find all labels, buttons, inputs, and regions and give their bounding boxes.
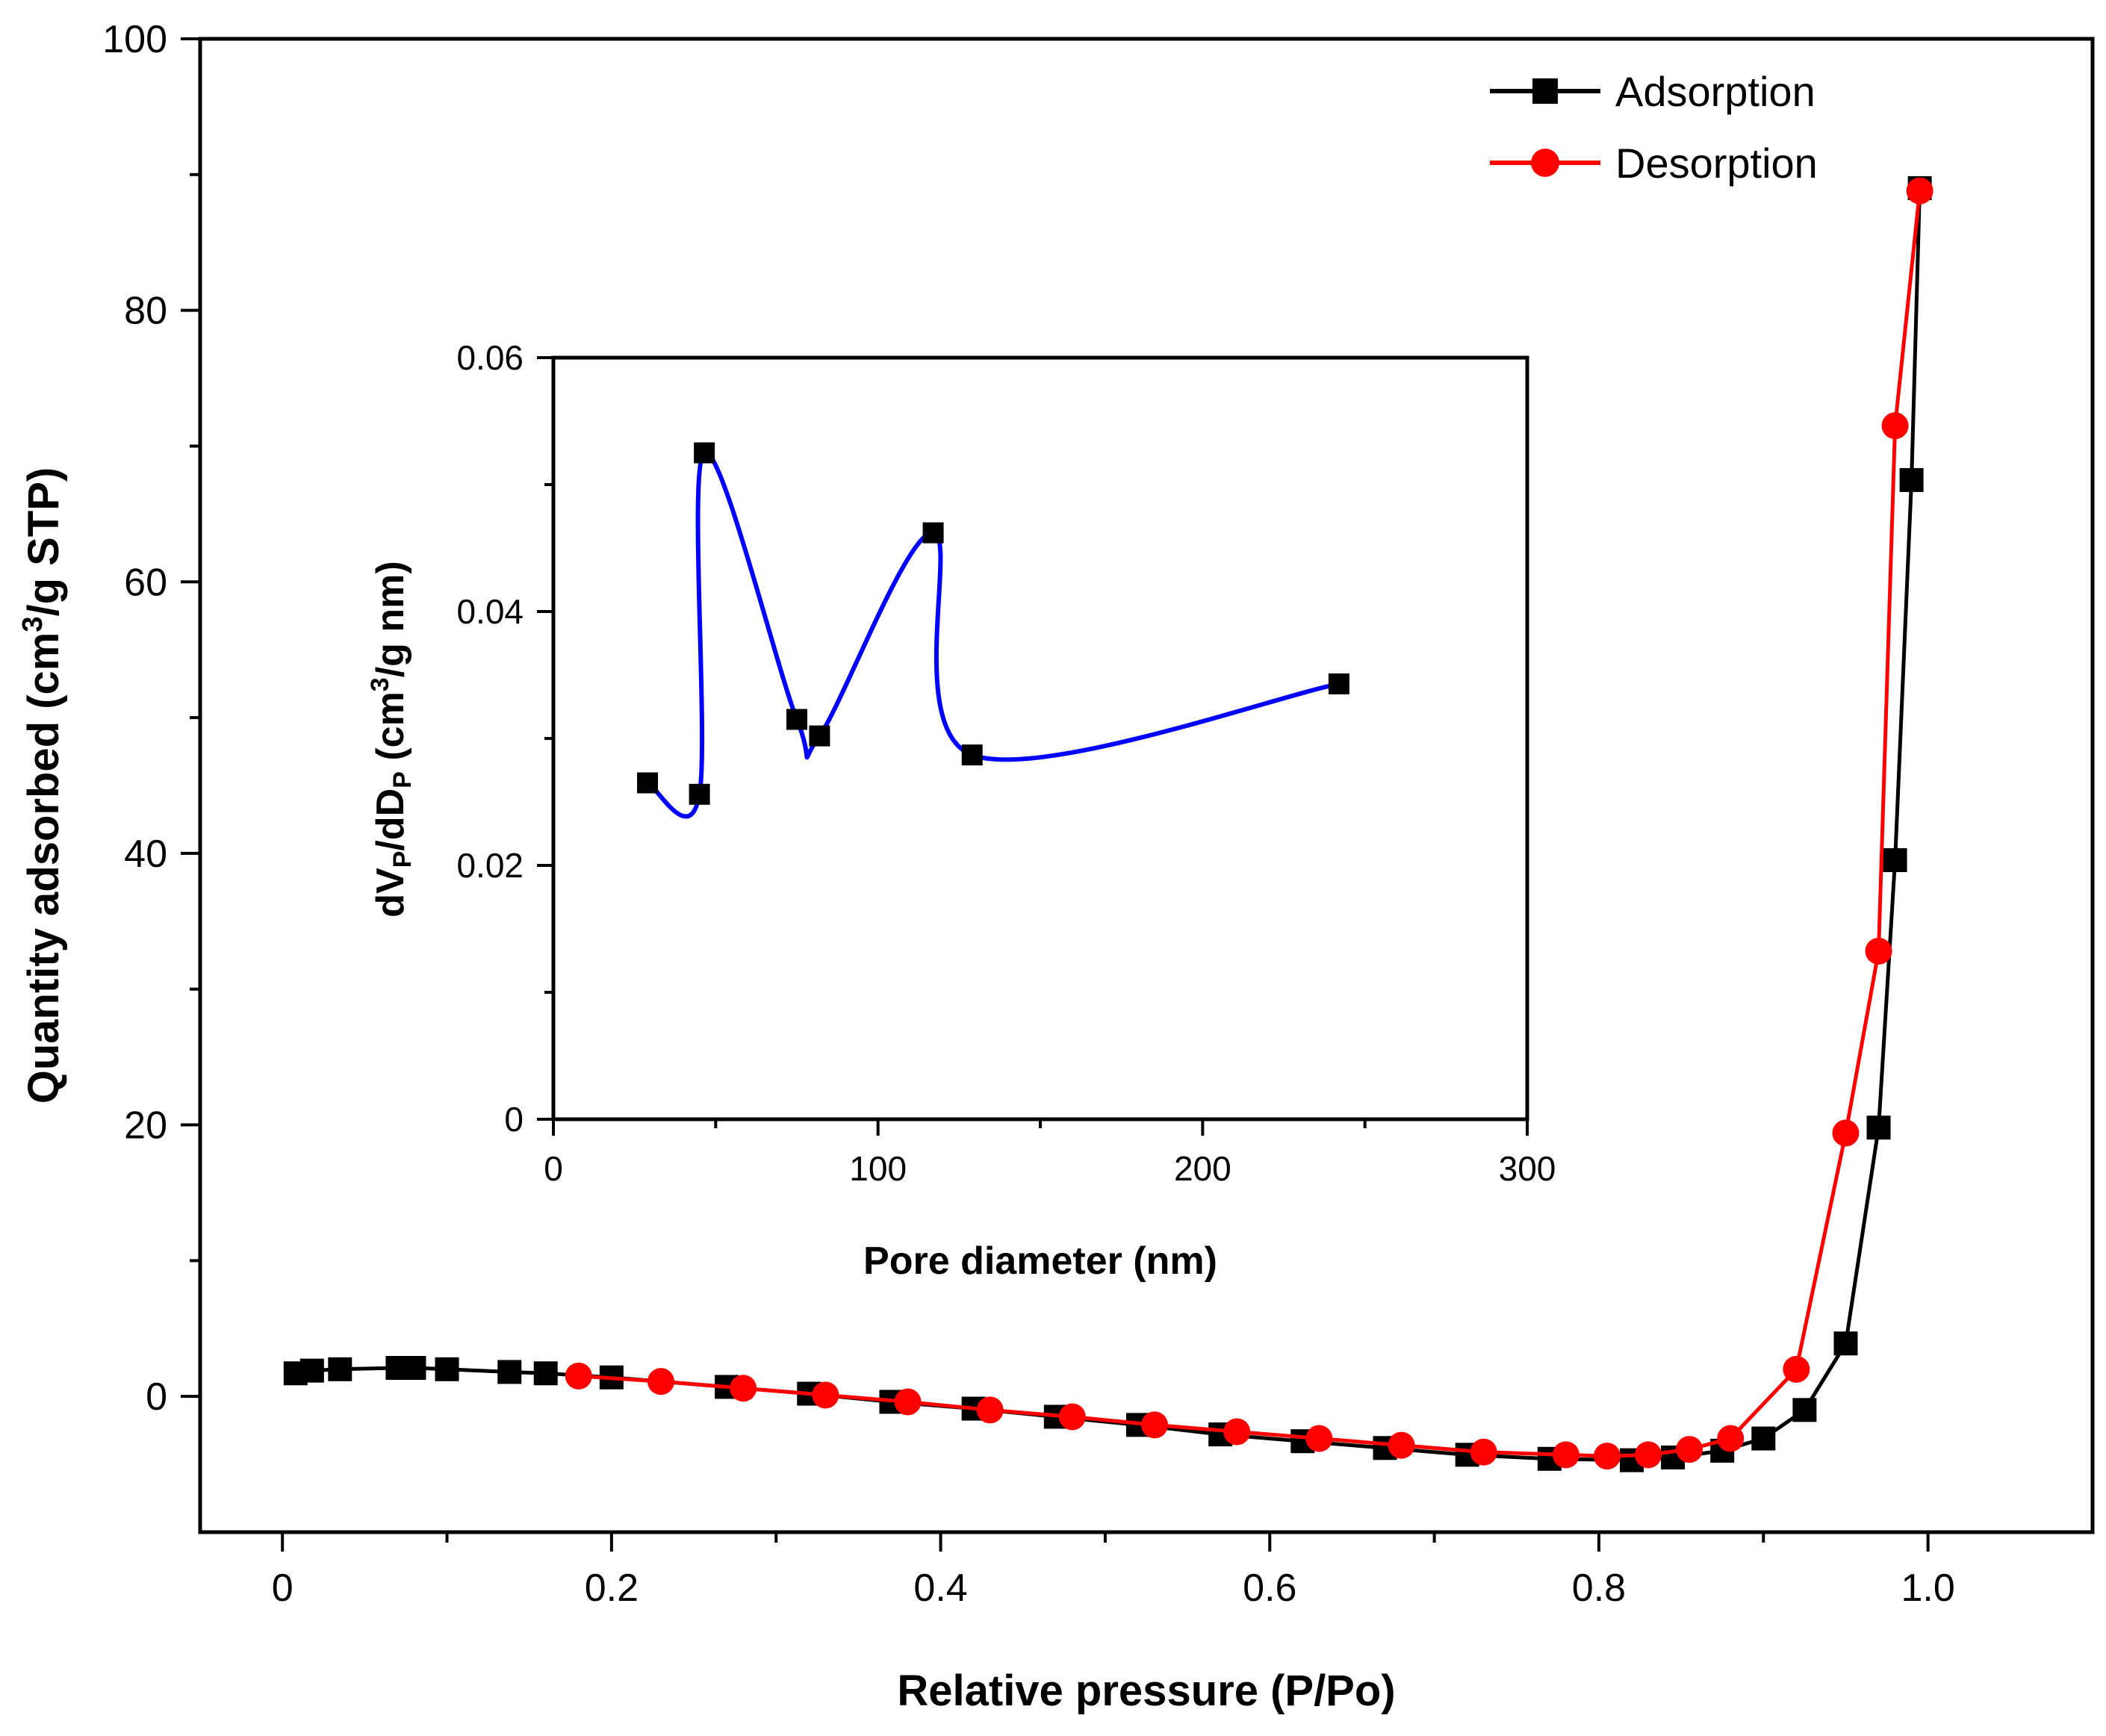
pore-distribution-point bbox=[786, 709, 807, 730]
legend-label-desorption: Desorption bbox=[1615, 140, 1818, 187]
adsorption-point bbox=[1751, 1426, 1776, 1451]
inset-y-axis-title: dVP/dDP (cm3/g nm) bbox=[366, 561, 417, 917]
inset-axes: 0 100 200 300 0 0.02 0.04 0.06 Pore diameter (nm… bbox=[366, 338, 1556, 1283]
main-x-tick-label: 1.0 bbox=[1901, 1567, 1955, 1610]
inset-y-axis-title-part: (cm bbox=[369, 691, 412, 771]
pore-distribution-point bbox=[637, 772, 659, 794]
desorption-point bbox=[565, 1362, 592, 1390]
adsorption-point bbox=[1866, 1116, 1891, 1140]
adsorption-point bbox=[1899, 467, 1924, 492]
main-y-tick-label: 80 bbox=[124, 290, 167, 333]
inset-y-tick-label: 0.04 bbox=[456, 592, 524, 631]
main-x-tick-label: 0 bbox=[272, 1567, 293, 1610]
adsorption-point bbox=[533, 1361, 558, 1386]
inset-x-tick-label: 100 bbox=[849, 1149, 907, 1188]
inset-y-axis-title-part: /dD bbox=[369, 788, 412, 851]
pore-distribution-point bbox=[961, 744, 983, 766]
inset-y-axis-title-part: dV bbox=[369, 868, 412, 918]
main-plot-frame bbox=[198, 37, 2095, 1534]
adsorption-point bbox=[435, 1357, 459, 1381]
desorption-point bbox=[1783, 1355, 1810, 1383]
main-x-tick-label: 0.4 bbox=[913, 1567, 967, 1610]
desorption-point bbox=[1141, 1411, 1169, 1439]
desorption-point bbox=[1223, 1418, 1251, 1446]
main-y-axis-title-part: Quantity adsorbed (cm bbox=[19, 632, 68, 1104]
desorption-point bbox=[1470, 1438, 1497, 1466]
inset-y-axis-title-part: 3 bbox=[366, 677, 394, 691]
main-y-axis-title-part: /g STP) bbox=[19, 467, 68, 617]
pore-distribution-point bbox=[1328, 673, 1349, 694]
legend-label-adsorption: Adsorption bbox=[1615, 68, 1815, 115]
desorption-point bbox=[1865, 937, 1892, 965]
desorption-point bbox=[1881, 412, 1909, 440]
inset-y-tick-label: 0 bbox=[504, 1100, 524, 1139]
main-y-tick-label: 20 bbox=[124, 1104, 167, 1148]
desorption-point bbox=[1676, 1436, 1703, 1463]
pore-distribution-point bbox=[809, 725, 830, 747]
desorption-point bbox=[1305, 1425, 1333, 1452]
adsorption-point bbox=[328, 1357, 352, 1381]
main-y-tick-label: 0 bbox=[146, 1375, 167, 1419]
desorption-point bbox=[1593, 1443, 1621, 1470]
legend: Adsorption Desorption bbox=[1490, 68, 1818, 187]
desorption-point bbox=[812, 1381, 839, 1409]
desorption-point bbox=[1717, 1425, 1745, 1452]
main-x-axis-title: Relative pressure (P/Po) bbox=[897, 1667, 1395, 1715]
desorption-point bbox=[894, 1388, 922, 1416]
desorption-point bbox=[730, 1375, 757, 1402]
inset-x-axis-title: Pore diameter (nm) bbox=[863, 1239, 1217, 1283]
desorption-point bbox=[1058, 1403, 1086, 1431]
main-y-tick-label: 60 bbox=[124, 561, 167, 604]
adsorption-point bbox=[1792, 1398, 1817, 1422]
inset-y-tick-label: 0.02 bbox=[456, 846, 524, 885]
pore-distribution-point bbox=[694, 442, 715, 464]
adsorption-point bbox=[1833, 1331, 1858, 1356]
main-axes: 0 0.2 0.4 0.6 0.8 1.0 0 20 40 60 80 100 Relative pre… bbox=[17, 18, 2095, 1715]
main-y-tick-label: 100 bbox=[102, 18, 167, 61]
desorption-point bbox=[1388, 1431, 1415, 1459]
adsorption-point bbox=[1883, 848, 1907, 872]
main-y-tick-label: 40 bbox=[124, 833, 167, 876]
desorption-point bbox=[976, 1396, 1004, 1424]
inset-x-tick-label: 0 bbox=[544, 1149, 563, 1188]
desorption-point bbox=[1552, 1441, 1580, 1469]
main-y-axis-title-sup: 3 bbox=[17, 616, 49, 632]
inset-y-axis-title-part: P bbox=[388, 851, 417, 868]
inset-y-axis-title-part: P bbox=[388, 771, 417, 788]
inset-x-tick-label: 200 bbox=[1174, 1149, 1231, 1188]
desorption-point bbox=[647, 1368, 674, 1396]
main-x-tick-label: 0.2 bbox=[585, 1567, 639, 1610]
desorption-point bbox=[1635, 1441, 1662, 1469]
desorption-line bbox=[578, 190, 1922, 1458]
main-x-tick-label: 0.8 bbox=[1572, 1567, 1626, 1610]
pore-distribution-point bbox=[689, 783, 710, 805]
inset-y-tick-label: 0.06 bbox=[456, 338, 524, 377]
inset-series bbox=[637, 442, 1349, 819]
inset-x-tick-label: 300 bbox=[1499, 1149, 1556, 1188]
legend-marker-desorption bbox=[1531, 149, 1559, 177]
main-y-axis-title: Quantity adsorbed (cm3/g STP) bbox=[17, 467, 68, 1104]
legend-marker-adsorption bbox=[1532, 78, 1558, 104]
adsorption-point bbox=[402, 1356, 426, 1380]
pore-distribution-point bbox=[922, 522, 944, 544]
inset-y-axis-title-part: /g nm) bbox=[369, 561, 412, 677]
desorption-point bbox=[1906, 177, 1933, 205]
adsorption-point bbox=[497, 1360, 522, 1384]
adsorption-point bbox=[299, 1358, 324, 1383]
desorption-point bbox=[1832, 1119, 1860, 1147]
main-x-tick-label: 0.6 bbox=[1243, 1567, 1296, 1610]
main-series bbox=[283, 176, 1933, 1472]
